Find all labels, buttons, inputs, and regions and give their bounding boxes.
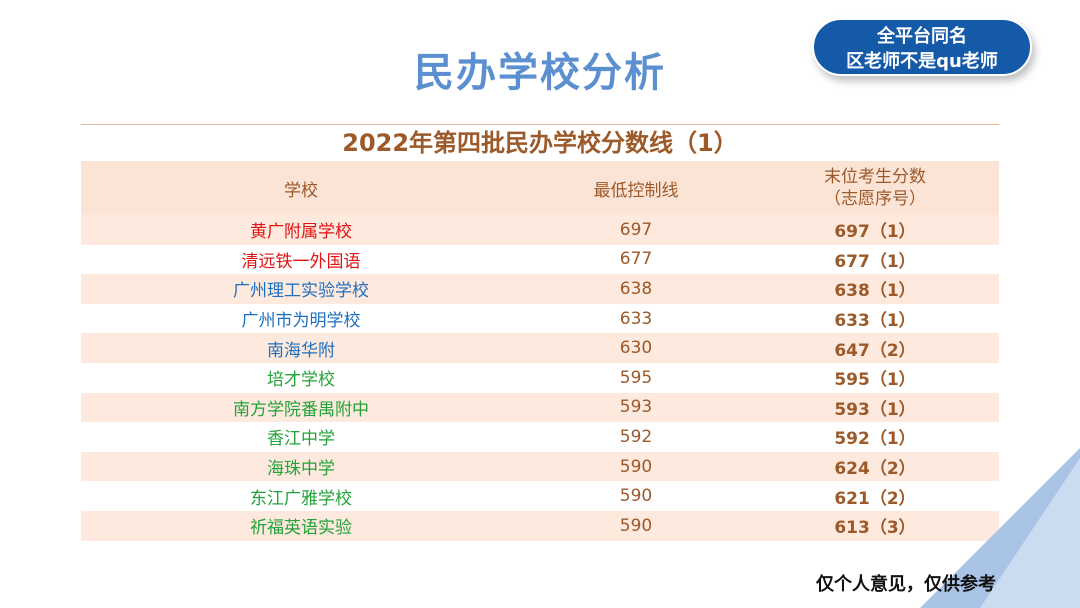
min-line: 677 (619, 249, 653, 270)
header-min-line: 最低控制线 (593, 180, 679, 201)
header-school: 学校 (284, 180, 318, 201)
min-line: 593 (619, 397, 653, 418)
disclaimer: 仅个人意见，仅供参考 (816, 574, 996, 595)
last-score: 595（1） (834, 370, 916, 391)
school-name: 广州理工实验学校 (233, 281, 369, 302)
table-row: 广州市为明学校 633 633（1） (81, 304, 999, 334)
table-row: 海珠中学 590 624（2） (81, 451, 999, 482)
school-name: 清远铁一外国语 (241, 251, 361, 272)
table-row: 广州理工实验学校 638 638（1） (81, 274, 999, 304)
last-score: 624（2） (834, 459, 916, 480)
last-score: 697（1） (834, 222, 916, 243)
table-row: 香江中学 592 592（1） (81, 422, 999, 452)
author-badge: 全平台同名 区老师不是qu老师 (812, 18, 1032, 76)
school-name: 南方学院番禺附中 (233, 399, 369, 420)
table-row: 南海华附 630 647（2） (81, 333, 999, 363)
school-name: 香江中学 (267, 429, 335, 450)
min-line: 592 (619, 426, 653, 447)
table-row: 东江广雅学校 590 621（2） (81, 481, 999, 511)
header-last-score-line2: （志愿序号） (824, 189, 926, 209)
last-score: 633（1） (834, 311, 916, 332)
last-score: 621（2） (834, 488, 916, 509)
school-name: 东江广雅学校 (250, 488, 352, 509)
header-last-score-line1: 末位考生分数 (824, 167, 926, 187)
table-header: 学校 最低控制线 末位考生分数 （志愿序号） (81, 161, 999, 215)
decor-triangle-light (980, 458, 1080, 608)
min-line: 590 (619, 486, 653, 507)
last-score: 613（3） (834, 518, 916, 539)
min-line: 590 (619, 456, 653, 477)
last-score: 677（1） (834, 251, 916, 272)
min-line: 595 (619, 367, 653, 388)
table-row: 黄广附属学校 697 697（1） (81, 215, 999, 245)
min-line: 638 (619, 278, 653, 299)
table-row: 培才学校 595 595（1） (81, 363, 999, 393)
header-last-score: 末位考生分数 （志愿序号） (751, 166, 999, 210)
last-score: 638（1） (834, 281, 916, 302)
page-title: 民办学校分析 (414, 50, 666, 96)
badge-line-2: 区老师不是qu老师 (846, 51, 998, 72)
score-table: 2022年第四批民办学校分数线（1） 学校 最低控制线 末位考生分数 （志愿序号… (81, 124, 999, 541)
min-line: 697 (619, 219, 653, 240)
school-name: 培才学校 (267, 370, 335, 391)
min-line: 590 (619, 515, 653, 536)
table-row: 南方学院番禺附中 593 593（1） (81, 392, 999, 423)
school-name: 南海华附 (267, 340, 335, 361)
last-score: 593（1） (834, 399, 916, 420)
last-score: 592（1） (834, 429, 916, 450)
badge-line-1: 全平台同名 (877, 26, 967, 47)
school-name: 祈福英语实验 (250, 518, 352, 539)
table-row: 清远铁一外国语 677 677（1） (81, 245, 999, 275)
last-score: 647（2） (834, 340, 916, 361)
table-body: 黄广附属学校 697 697（1） 清远铁一外国语 677 677（1） 广州理工实验学校 6… (81, 215, 999, 541)
table-title: 2022年第四批民办学校分数线（1） (342, 129, 738, 157)
school-name: 海珠中学 (267, 459, 335, 480)
min-line: 630 (619, 338, 653, 359)
school-name: 黄广附属学校 (250, 222, 352, 243)
school-name: 广州市为明学校 (241, 311, 361, 332)
table-row: 祈福英语实验 590 613（3） (81, 510, 999, 541)
min-line: 633 (619, 308, 653, 329)
